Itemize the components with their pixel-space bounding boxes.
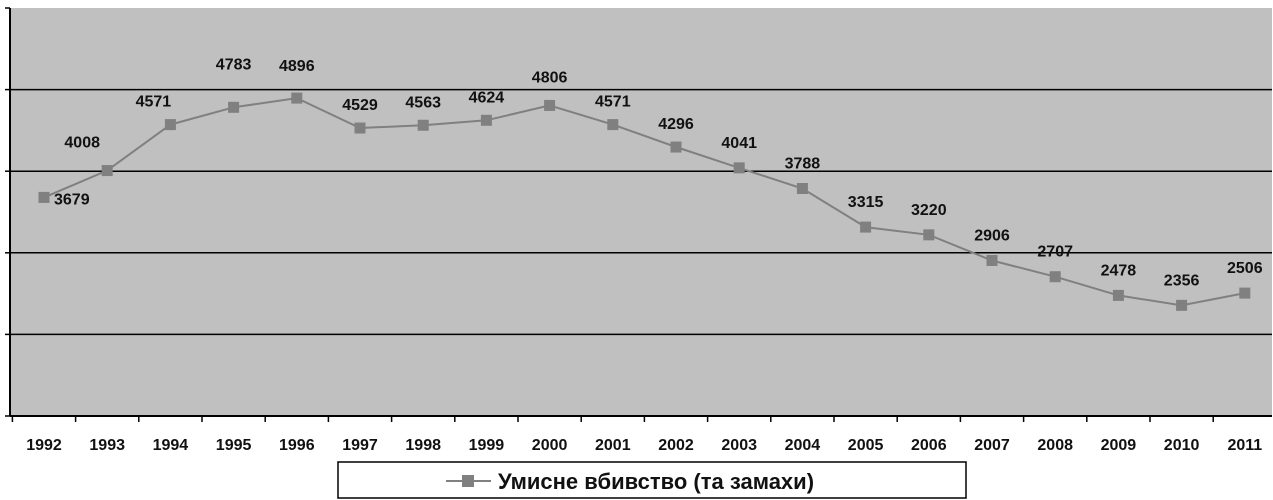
data-labels: 3679 4008 4571 4783 4896 4529 4563 4624 4806 4571…	[54, 56, 1263, 289]
x-tick-label-1995: 1995	[216, 437, 252, 454]
x-tick-label-2003: 2003	[721, 437, 757, 454]
data-label-2005: 3315	[848, 194, 884, 211]
data-label-2003: 4041	[721, 135, 757, 152]
data-label-1996: 4896	[279, 58, 315, 75]
data-point-2002	[670, 141, 682, 153]
data-label-2007: 2906	[974, 227, 1010, 244]
data-point-1998	[417, 119, 429, 131]
data-point-2009	[1112, 289, 1124, 301]
plot-area	[10, 8, 1272, 416]
legend: Умисне вбивство (та замахи)	[337, 461, 967, 499]
data-point-2008	[1049, 271, 1061, 283]
x-tick-label-2006: 2006	[911, 437, 947, 454]
x-tick-label-2004: 2004	[785, 437, 821, 454]
data-point-1994	[164, 119, 176, 131]
data-label-1998: 4563	[405, 94, 441, 111]
data-label-2011: 2506	[1227, 260, 1263, 277]
x-tick-label-2010: 2010	[1164, 437, 1200, 454]
data-label-2002: 4296	[658, 116, 694, 133]
data-point-2010	[1176, 299, 1188, 311]
data-point-1997	[354, 122, 366, 134]
data-label-2001: 4571	[595, 94, 631, 111]
data-label-1993: 4008	[64, 135, 100, 152]
x-tick-labels: 1992 1993 1994 1995 1996 1997 1998 1999 2000 2001…	[26, 437, 1262, 454]
x-tick-label-1997: 1997	[342, 437, 378, 454]
x-tick-label-2001: 2001	[595, 437, 631, 454]
data-label-1994: 4571	[136, 94, 172, 111]
x-tick-label-1994: 1994	[153, 437, 189, 454]
gridlines	[10, 88, 1272, 336]
legend-series-name: Умисне вбивство (та замахи)	[498, 469, 814, 494]
data-point-2000	[544, 99, 556, 111]
x-tick-label-2002: 2002	[658, 437, 694, 454]
x-tick-label-2011: 2011	[1227, 437, 1262, 454]
series-markers	[38, 92, 1251, 311]
data-label-2000: 4806	[532, 69, 568, 86]
data-label-1995: 4783	[216, 56, 252, 73]
x-tick-label-1992: 1992	[26, 437, 62, 454]
data-label-2004: 3788	[785, 155, 821, 172]
legend-box	[337, 461, 967, 499]
x-tick-label-2009: 2009	[1101, 437, 1137, 454]
data-point-2001	[607, 119, 619, 131]
data-point-1999	[480, 114, 492, 126]
data-label-2006: 3220	[911, 202, 947, 219]
x-tick-label-2000: 2000	[532, 437, 568, 454]
data-label-1999: 4624	[469, 89, 505, 106]
x-tick-label-2007: 2007	[974, 437, 1010, 454]
data-point-1992	[38, 191, 50, 203]
data-point-2006	[923, 229, 935, 241]
data-point-2007	[986, 254, 998, 266]
y-axis-ticks	[5, 7, 10, 417]
data-point-2003	[733, 162, 745, 174]
x-tick-label-2005: 2005	[848, 437, 884, 454]
data-point-1996	[291, 92, 303, 104]
data-label-1997: 4529	[342, 97, 378, 114]
data-label-2009: 2478	[1101, 262, 1137, 279]
x-tick-label-2008: 2008	[1037, 437, 1073, 454]
x-axis-ticks	[11, 416, 1214, 422]
x-tick-label-1996: 1996	[279, 437, 315, 454]
data-label-2008: 2707	[1037, 244, 1073, 261]
series-line	[43, 97, 1245, 307]
x-tick-label-1999: 1999	[469, 437, 505, 454]
data-point-1993	[101, 165, 113, 177]
x-tick-label-1993: 1993	[89, 437, 125, 454]
legend-marker-icon	[462, 475, 474, 487]
data-label-2010: 2356	[1164, 272, 1200, 289]
data-label-1992: 3679	[54, 191, 90, 208]
data-point-2005	[860, 221, 872, 233]
data-point-1995	[228, 101, 240, 113]
data-point-2011	[1239, 287, 1251, 299]
x-tick-label-1998: 1998	[405, 437, 441, 454]
data-point-2004	[796, 182, 808, 194]
